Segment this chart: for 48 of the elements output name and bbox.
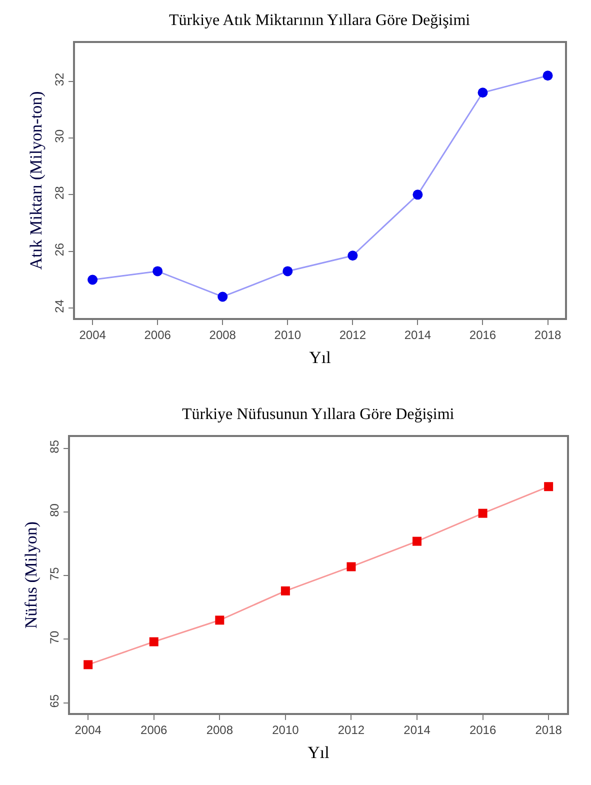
x-axis-title: Yıl — [308, 743, 330, 762]
point — [88, 274, 98, 285]
point — [218, 292, 228, 302]
point — [478, 88, 488, 98]
point — [149, 637, 158, 646]
y-tick-label: 85 — [47, 440, 62, 454]
point — [348, 250, 358, 261]
y-tick-label: 65 — [47, 694, 62, 708]
point — [282, 266, 293, 276]
y-tick-label: 80 — [47, 503, 62, 517]
x-tick-label: 2016 — [469, 328, 496, 342]
y-tick-label: 70 — [47, 630, 62, 644]
x-tick-label: 2016 — [469, 723, 496, 738]
point — [478, 508, 488, 518]
y-axis-title: Nüfus (Milyon) — [22, 521, 40, 629]
x-tick-label: 2006 — [144, 328, 172, 342]
y-tick-label: 30 — [52, 129, 66, 143]
point — [280, 586, 290, 596]
x-tick-label: 2008 — [206, 723, 234, 738]
point — [412, 190, 423, 200]
x-tick-label: 2010 — [274, 328, 302, 342]
y-tick-label: 32 — [52, 72, 66, 86]
chart-title: Türkiye Nüfusunun Yıllara Göre Değişimi — [182, 406, 455, 423]
y-tick-label: 24 — [52, 299, 66, 313]
point — [84, 660, 93, 670]
x-tick-label: 2006 — [140, 723, 168, 738]
x-tick-label: 2010 — [272, 723, 300, 738]
point — [215, 616, 224, 625]
point — [346, 562, 356, 572]
x-tick-label: 2012 — [338, 723, 365, 738]
x-tick-label: 2018 — [535, 723, 562, 738]
y-tick-label: 26 — [52, 242, 66, 256]
x-tick-label: 2004 — [74, 723, 102, 738]
point — [412, 536, 422, 546]
point — [544, 482, 554, 492]
x-tick-label: 2018 — [534, 328, 562, 342]
x-tick-label: 2004 — [79, 328, 106, 342]
chart-title: Türkiye Atık Miktarının Yıllara Göre Değişimi — [169, 12, 471, 29]
y-tick-label: 75 — [47, 566, 62, 581]
x-tick-label: 2012 — [339, 328, 366, 342]
point — [152, 266, 163, 276]
y-axis-title: Atık Miktarı (Milyon-ton) — [26, 91, 46, 270]
x-tick-label: 2014 — [404, 723, 431, 738]
point — [542, 70, 553, 81]
x-axis-title: Yıl — [309, 348, 332, 368]
x-tick-label: 2008 — [209, 328, 236, 342]
y-tick-label: 28 — [52, 186, 66, 200]
x-tick-label: 2014 — [404, 328, 432, 342]
